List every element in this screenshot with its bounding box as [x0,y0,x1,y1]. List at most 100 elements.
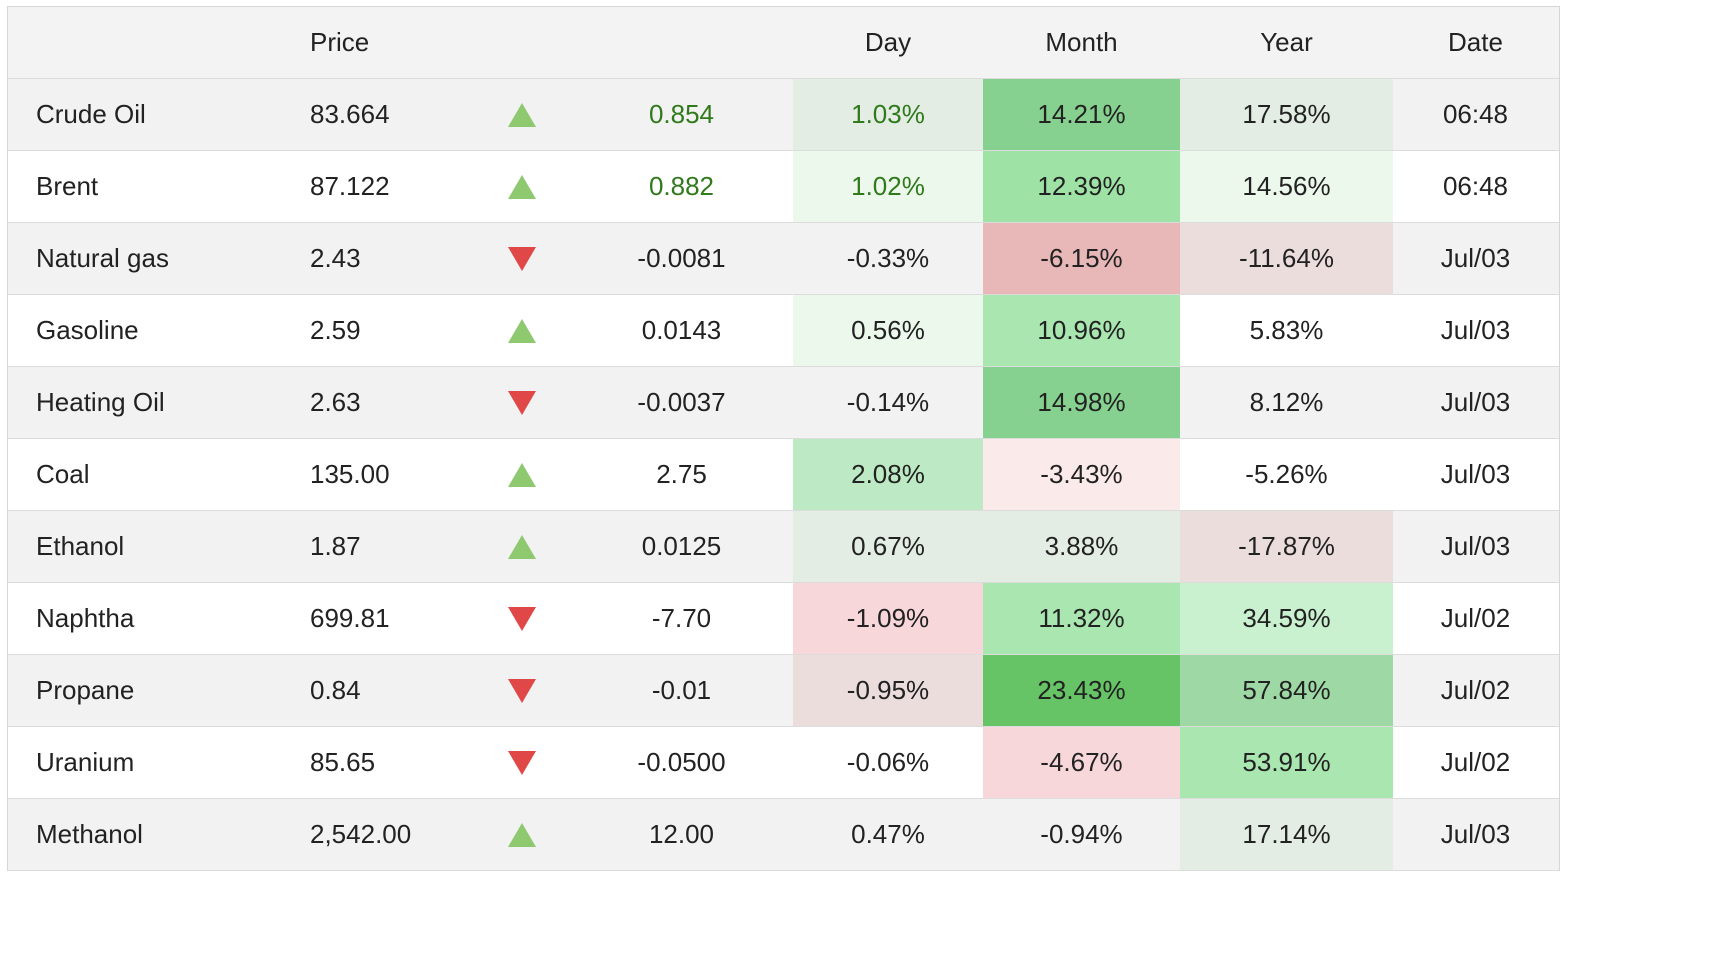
commodity-name-link[interactable]: Ethanol [36,531,125,561]
price-value: 83.664 [310,99,390,129]
commodity-name-link[interactable]: Heating Oil [36,387,165,417]
date-value: Jul/03 [1440,243,1511,273]
day-percent: -0.33% [846,243,930,273]
year-percent: 5.83% [1249,315,1324,345]
change-value: -0.0081 [637,243,726,273]
month-percent: 3.88% [983,511,1180,582]
table-row[interactable]: Brent 87.122 0.882 1.02% 12.39% 14.56% 06:48 [8,151,1559,223]
date-value: Jul/03 [1440,315,1511,345]
month-percent: 10.96% [983,295,1180,366]
header-day[interactable]: Day [864,27,912,57]
year-percent: -11.64% [1180,223,1393,294]
table-row[interactable]: Methanol 2,542.00 12.00 0.47% -0.94% 17.14% Ju… [8,799,1559,871]
year-percent: 17.58% [1180,79,1393,150]
day-percent: -1.09% [793,583,983,654]
date-value: Jul/03 [1440,459,1511,489]
date-value: Jul/02 [1440,675,1511,705]
year-percent: 34.59% [1180,583,1393,654]
month-percent: 14.21% [983,79,1180,150]
table-row[interactable]: Coal 135.00 2.75 2.08% -3.43% -5.26% Jul/03 [8,439,1559,511]
date-value: Jul/02 [1440,747,1511,777]
day-percent: 0.47% [851,819,925,849]
commodities-table: Price Day Month Year Date Crude Oil 83.66… [7,6,1560,871]
change-value: 0.0125 [641,531,722,561]
year-percent: -5.26% [1245,459,1328,489]
table-row[interactable]: Propane 0.84 -0.01 -0.95% 23.43% 57.84% Jul/02 [8,655,1559,727]
date-value: Jul/03 [1440,819,1511,849]
direction-cell [474,727,570,798]
month-percent: -4.67% [983,727,1180,798]
price-value: 2.63 [310,387,361,417]
triangle-down-icon [508,390,536,415]
direction-cell [474,655,570,726]
table-row[interactable]: Heating Oil 2.63 -0.0037 -0.14% 14.98% 8.12% J… [8,367,1559,439]
triangle-up-icon [508,462,536,487]
triangle-down-icon [508,606,536,631]
header-month[interactable]: Month [1045,27,1118,57]
price-value: 2.43 [310,243,361,273]
price-value: 85.65 [310,747,376,777]
commodity-name-link[interactable]: Natural gas [36,243,169,273]
day-percent: -0.95% [793,655,983,726]
direction-cell [474,439,570,510]
commodity-name-link[interactable]: Coal [36,459,90,489]
header-change [570,7,793,78]
year-percent: 53.91% [1180,727,1393,798]
table-row[interactable]: Uranium 85.65 -0.0500 -0.06% -4.67% 53.91% Jul… [8,727,1559,799]
direction-cell [474,79,570,150]
month-percent: 12.39% [983,151,1180,222]
commodity-name-link[interactable]: Brent [36,171,99,201]
table-row[interactable]: Naphtha 699.81 -7.70 -1.09% 11.32% 34.59% Jul/… [8,583,1559,655]
date-value: 06:48 [1442,99,1509,129]
triangle-up-icon [508,318,536,343]
price-value: 2.59 [310,315,361,345]
triangle-down-icon [508,246,536,271]
change-value: -0.01 [651,675,712,705]
triangle-up-icon [508,102,536,127]
price-value: 135.00 [310,459,390,489]
date-value: 06:48 [1442,171,1509,201]
day-percent: 1.02% [793,151,983,222]
change-value: -7.70 [651,603,712,633]
commodity-name-link[interactable]: Naphtha [36,603,135,633]
month-percent: 11.32% [983,583,1180,654]
date-value: Jul/02 [1440,603,1511,633]
commodity-name-link[interactable]: Gasoline [36,315,139,345]
triangle-up-icon [508,534,536,559]
table-row[interactable]: Gasoline 2.59 0.0143 0.56% 10.96% 5.83% Jul/03 [8,295,1559,367]
commodity-name-link[interactable]: Propane [36,675,135,705]
table-header: Price Day Month Year Date [8,7,1559,79]
year-percent: -17.87% [1180,511,1393,582]
header-year[interactable]: Year [1260,27,1313,57]
month-percent: 14.98% [983,367,1180,438]
table-row[interactable]: Natural gas 2.43 -0.0081 -0.33% -6.15% -11.64… [8,223,1559,295]
change-value: 0.882 [648,171,715,201]
triangle-up-icon [508,174,536,199]
header-date[interactable]: Date [1448,27,1503,57]
commodity-name-link[interactable]: Crude Oil [36,99,146,129]
price-value: 87.122 [310,171,390,201]
year-percent: 8.12% [1249,387,1324,417]
change-value: 2.75 [656,459,707,489]
direction-cell [474,223,570,294]
table-row[interactable]: Ethanol 1.87 0.0125 0.67% 3.88% -17.87% Jul/03 [8,511,1559,583]
header-name [8,7,294,78]
commodity-name-link[interactable]: Uranium [36,747,135,777]
table-body: Crude Oil 83.664 0.854 1.03% 14.21% 17.58% 06:… [8,79,1559,871]
header-arrow [474,7,570,78]
commodity-name-link[interactable]: Methanol [36,819,143,849]
triangle-down-icon [508,678,536,703]
year-percent: 57.84% [1180,655,1393,726]
change-value: 0.0143 [641,315,722,345]
day-percent: 0.56% [793,295,983,366]
price-value: 0.84 [310,675,361,705]
triangle-up-icon [508,822,536,847]
header-price[interactable]: Price [310,27,370,57]
change-value: -0.0037 [637,387,726,417]
price-value: 2,542.00 [310,819,412,849]
change-value: -0.0500 [637,747,726,777]
month-percent: -6.15% [983,223,1180,294]
table-row[interactable]: Crude Oil 83.664 0.854 1.03% 14.21% 17.58% 06:… [8,79,1559,151]
price-value: 699.81 [310,603,390,633]
year-percent: 17.14% [1180,799,1393,870]
